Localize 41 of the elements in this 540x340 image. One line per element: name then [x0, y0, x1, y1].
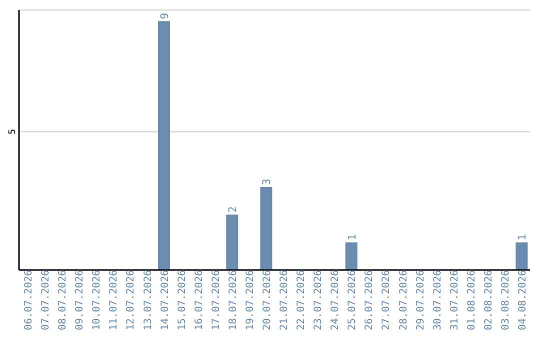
x-tick-label: 03.08.2026: [500, 270, 512, 330]
data-label: 3: [261, 178, 274, 186]
x-tick-label: 25.07.2026: [347, 270, 358, 330]
data-label: 1: [516, 234, 529, 240]
x-tick-label: 30.07.2026: [432, 270, 444, 330]
x-tick-label: 11.07.2026: [108, 270, 120, 330]
x-tick-label: 26.07.2026: [364, 270, 376, 330]
x-tick-label: 16.07.2026: [194, 270, 205, 330]
x-tick-label: 18.07.2026: [228, 270, 239, 330]
x-tick-label: 02.08.2026: [483, 270, 494, 330]
x-tick-label: 19.07.2026: [244, 270, 256, 330]
x-tick-label: 01.08.2026: [466, 270, 478, 330]
x-tick-label: 23.07.2026: [313, 270, 324, 330]
x-tick-label: 31.07.2026: [449, 270, 460, 330]
data-label: 9: [158, 12, 171, 20]
x-tick-label: 04.08.2026: [517, 270, 528, 330]
x-tick-label: 27.07.2026: [381, 270, 392, 330]
x-tick-label: 06.07.2026: [24, 270, 35, 330]
data-label: 2: [227, 206, 240, 213]
data-label: 1: [346, 234, 358, 240]
x-tick-label: 20.07.2026: [262, 270, 273, 330]
x-tick-label: 13.07.2026: [142, 270, 154, 330]
x-tick-label: 28.07.2026: [398, 270, 410, 330]
bar: [516, 242, 528, 270]
x-tick-label: 10.07.2026: [92, 270, 103, 330]
x-tick-label: 24.07.2026: [330, 270, 342, 330]
y-tick-label: 5: [8, 128, 18, 134]
bar: [158, 21, 170, 270]
bar: [260, 187, 272, 270]
x-tick-label: 12.07.2026: [126, 270, 137, 330]
x-tick-label: 07.07.2026: [40, 270, 52, 330]
x-tick-label: 15.07.2026: [176, 270, 188, 330]
x-tick-label: 17.07.2026: [210, 270, 222, 330]
x-tick-label: 29.07.2026: [415, 270, 426, 330]
x-tick-label: 22.07.2026: [296, 270, 308, 330]
bar: [345, 242, 358, 270]
bar: [226, 214, 238, 270]
x-tick-label: 21.07.2026: [279, 270, 290, 330]
x-tick-label: 09.07.2026: [74, 270, 86, 330]
x-tick-label: 08.07.2026: [58, 270, 69, 330]
x-tick-label: 14.07.2026: [160, 270, 171, 330]
